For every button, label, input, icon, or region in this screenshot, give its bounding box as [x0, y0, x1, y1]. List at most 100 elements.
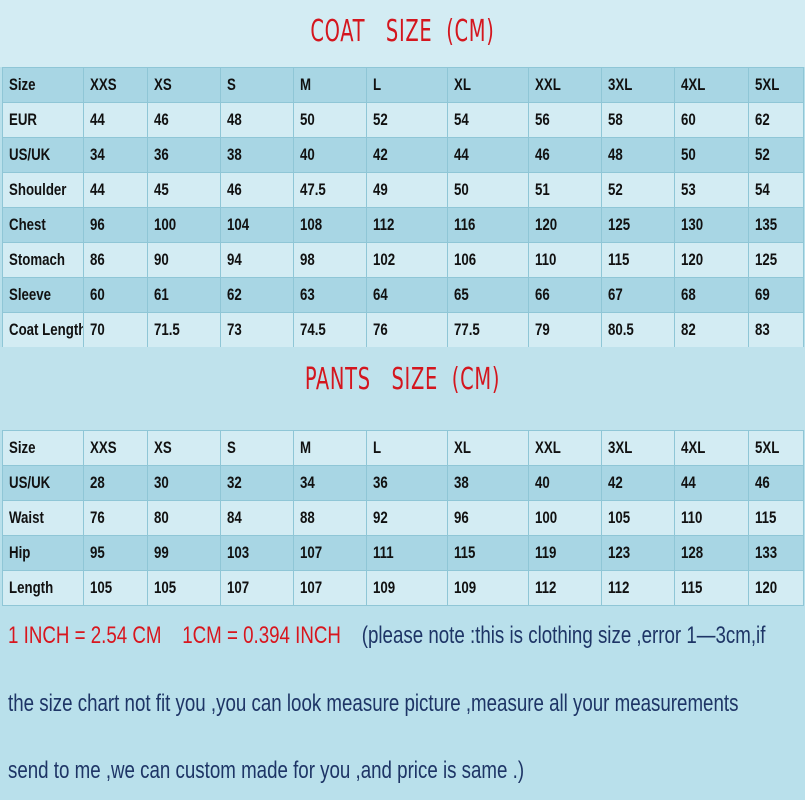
- value-cell: 135: [748, 207, 804, 243]
- value-cell: 111: [366, 535, 448, 571]
- cell-value: 110: [681, 508, 703, 527]
- value-cell: 42: [366, 137, 448, 173]
- cell-value: 76: [373, 320, 388, 339]
- cell-value: 46: [154, 110, 169, 129]
- cell-value: 94: [227, 250, 242, 269]
- table-row: Hip 95 99 103 107 111 115 119 123 128 133: [2, 535, 804, 571]
- value-cell: 52: [748, 137, 804, 173]
- cell-value: 44: [681, 473, 696, 492]
- row-label-cell: Stomach: [2, 242, 84, 278]
- value-cell: 110: [528, 242, 602, 278]
- value-cell: 51: [528, 172, 602, 208]
- row-label: Hip: [9, 543, 31, 562]
- value-cell: 40: [528, 465, 602, 501]
- cell-value: 60: [90, 285, 105, 304]
- cell-value: 71.5: [154, 320, 180, 339]
- row-label-cell: Chest: [2, 207, 84, 243]
- value-cell: 103: [220, 535, 294, 571]
- value-cell: 115: [601, 242, 675, 278]
- row-label-cell: US/UK: [2, 465, 84, 501]
- value-cell: 32: [220, 465, 294, 501]
- cell-value: 50: [454, 180, 469, 199]
- value-cell: 98: [293, 242, 367, 278]
- inch-conversion: 1 INCH = 2.54 CM: [8, 622, 162, 649]
- value-cell: 4XL: [674, 67, 749, 103]
- value-cell: 116: [447, 207, 529, 243]
- cell-value: 106: [454, 250, 477, 269]
- cell-value: 123: [608, 543, 631, 562]
- row-label: Chest: [9, 215, 46, 234]
- cell-value: 98: [300, 250, 315, 269]
- value-cell: 115: [748, 500, 804, 536]
- cell-value: 105: [154, 578, 177, 597]
- value-cell: 66: [528, 277, 602, 313]
- cell-value: 69: [755, 285, 770, 304]
- value-cell: 128: [674, 535, 749, 571]
- value-cell: 96: [447, 500, 529, 536]
- value-cell: 62: [748, 102, 804, 138]
- cell-value: 77.5: [454, 320, 480, 339]
- row-label-cell: Length: [2, 570, 84, 606]
- cell-value: 107: [300, 578, 323, 597]
- row-label: US/UK: [9, 145, 51, 164]
- table-row: Coat Length 70 71.5 73 74.5 76 77.5 79 80.5 82 83: [2, 312, 804, 348]
- cell-value: 44: [90, 180, 105, 199]
- cell-value: 109: [454, 578, 477, 597]
- value-cell: S: [220, 430, 294, 466]
- cell-value: 46: [755, 473, 770, 492]
- table-row: US/UK 28 30 32 34 36 38 40 42 44 46: [2, 465, 804, 501]
- value-cell: 58: [601, 102, 675, 138]
- value-cell: 110: [674, 500, 749, 536]
- value-cell: 76: [366, 312, 448, 348]
- cell-value: 105: [608, 508, 631, 527]
- value-cell: 4XL: [674, 430, 749, 466]
- value-cell: 133: [748, 535, 804, 571]
- value-cell: 73: [220, 312, 294, 348]
- value-cell: 79: [528, 312, 602, 348]
- cell-value: 90: [154, 250, 169, 269]
- cell-value: 48: [227, 110, 242, 129]
- cell-value: 50: [681, 145, 696, 164]
- value-cell: 88: [293, 500, 367, 536]
- table-row: Stomach 86 90 94 98 102 106 110 115 120 125: [2, 242, 804, 278]
- value-cell: 84: [220, 500, 294, 536]
- value-cell: 34: [83, 137, 148, 173]
- note-line-1: 1 INCH = 2.54 CM 1CM = 0.394 INCH (pleas…: [8, 622, 765, 650]
- value-cell: 47.5: [293, 172, 367, 208]
- cell-value: 80.5: [608, 320, 634, 339]
- coat-title-band: [0, 0, 805, 67]
- cell-value: 4XL: [681, 75, 706, 94]
- cell-value: 63: [300, 285, 315, 304]
- cell-value: 115: [681, 578, 703, 597]
- value-cell: S: [220, 67, 294, 103]
- cell-value: 64: [373, 285, 388, 304]
- value-cell: 115: [674, 570, 749, 606]
- cell-value: 130: [681, 215, 704, 234]
- value-cell: 70: [83, 312, 148, 348]
- value-cell: 104: [220, 207, 294, 243]
- cell-value: 68: [681, 285, 696, 304]
- value-cell: M: [293, 67, 367, 103]
- value-cell: 80: [147, 500, 221, 536]
- cell-value: 36: [373, 473, 388, 492]
- value-cell: 62: [220, 277, 294, 313]
- cell-value: 110: [535, 250, 557, 269]
- value-cell: L: [366, 67, 448, 103]
- row-label-cell: Sleeve: [2, 277, 84, 313]
- header-row: Size XXS XS S M L XL XXL 3XL 4XL 5XL: [2, 67, 804, 103]
- value-cell: 45: [147, 172, 221, 208]
- row-label-cell: Coat Length: [2, 312, 84, 348]
- value-cell: 82: [674, 312, 749, 348]
- value-cell: 46: [220, 172, 294, 208]
- value-cell: 71.5: [147, 312, 221, 348]
- cell-value: 102: [373, 250, 396, 269]
- value-cell: XXS: [83, 67, 148, 103]
- value-cell: 76: [83, 500, 148, 536]
- table-row: Chest 96 100 104 108 112 116 120 125 130 135: [2, 207, 804, 243]
- cell-value: 45: [154, 180, 169, 199]
- value-cell: 125: [748, 242, 804, 278]
- cell-value: 95: [90, 543, 105, 562]
- cell-value: 135: [755, 215, 778, 234]
- value-cell: 44: [83, 102, 148, 138]
- cell-value: 65: [454, 285, 469, 304]
